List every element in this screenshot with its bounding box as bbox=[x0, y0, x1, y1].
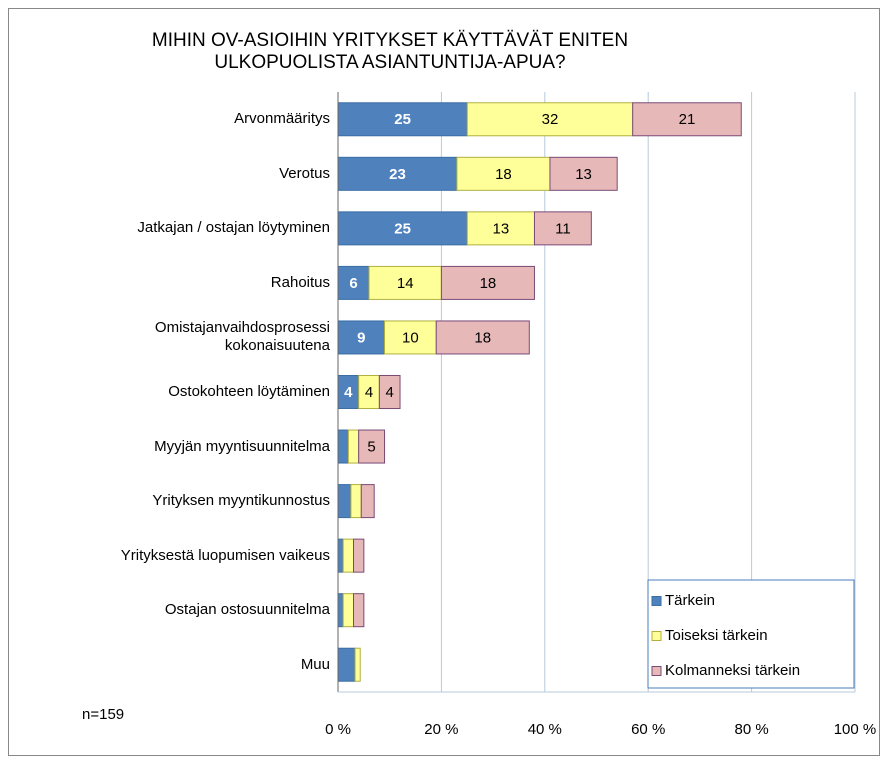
y-tick-label: Rahoitus bbox=[270, 273, 330, 291]
data-label: 14 bbox=[397, 275, 414, 292]
bar-segment bbox=[337, 593, 344, 628]
x-tick-label: 60 % bbox=[631, 721, 665, 738]
x-tick-label: 20 % bbox=[424, 721, 458, 738]
x-tick-label: 80 % bbox=[734, 721, 768, 738]
bar-segment bbox=[378, 375, 401, 409]
bar-segment bbox=[337, 320, 386, 355]
bar-segment bbox=[549, 156, 618, 191]
bar-segment bbox=[353, 593, 365, 628]
bar-segment bbox=[360, 484, 375, 519]
bar-segment bbox=[342, 538, 355, 573]
y-tick-label: Ostajan ostosuunnitelma bbox=[164, 601, 330, 619]
data-label: 13 bbox=[575, 166, 592, 183]
data-label: 5 bbox=[367, 439, 375, 456]
bar-segment bbox=[440, 265, 535, 300]
chart-frame bbox=[8, 8, 880, 756]
bar-segment bbox=[337, 538, 344, 573]
bar-segment bbox=[354, 647, 361, 682]
data-label: 21 bbox=[679, 111, 696, 128]
bar-segment bbox=[353, 538, 365, 573]
legend-label: Tärkein bbox=[665, 592, 715, 609]
bar-segment bbox=[337, 156, 458, 191]
data-label: 4 bbox=[386, 384, 394, 401]
y-tick-label: Jatkajan / ostajan löytyminen bbox=[137, 219, 330, 237]
bar-segment bbox=[337, 647, 356, 682]
y-tick-label: Arvonmääritys bbox=[234, 110, 330, 128]
data-label: 6 bbox=[349, 275, 357, 292]
data-label: 18 bbox=[480, 275, 497, 292]
y-tick-label: Yrityksen myyntikunnostus bbox=[152, 492, 330, 510]
bar-segment bbox=[632, 102, 742, 137]
y-tick-label: Yrityksestä luopumisen vaikeus bbox=[120, 546, 330, 564]
bar-segment bbox=[337, 429, 349, 464]
legend-label: Kolmanneksi tärkein bbox=[665, 662, 800, 679]
bar-segment bbox=[466, 211, 535, 246]
chart-title: MIHIN OV-ASIOIHIN YRITYKSET KÄYTTÄVÄT EN… bbox=[151, 30, 629, 73]
bar-segment bbox=[350, 484, 362, 519]
data-label: 4 bbox=[344, 384, 353, 401]
bar-segment bbox=[337, 484, 352, 519]
y-tick-label: Ostokohteen löytäminen bbox=[168, 383, 330, 400]
legend-marker bbox=[651, 631, 662, 641]
data-label: 13 bbox=[493, 220, 510, 237]
y-tick-label: Myyjän myyntisuunnitelma bbox=[154, 437, 330, 455]
x-tick-label: 0 % bbox=[325, 721, 351, 738]
bar-segment bbox=[337, 265, 370, 300]
data-label: 23 bbox=[389, 166, 406, 183]
data-label: 32 bbox=[542, 111, 559, 128]
bar-segment bbox=[456, 156, 551, 191]
x-tick-label: 100 % bbox=[834, 721, 877, 738]
legend-label: Toiseksi tärkein bbox=[665, 627, 768, 644]
bar-segment bbox=[337, 102, 468, 137]
data-label: 9 bbox=[357, 329, 365, 346]
bar-segment bbox=[342, 593, 355, 628]
y-tick-label: Muu bbox=[300, 655, 330, 673]
annotation: n=159 bbox=[82, 706, 125, 723]
bar-segment bbox=[466, 102, 634, 137]
data-label: 18 bbox=[474, 329, 491, 346]
data-label: 10 bbox=[402, 329, 419, 346]
data-label: 18 bbox=[495, 166, 512, 183]
y-tick-label: Verotus bbox=[279, 164, 330, 182]
data-label: 4 bbox=[365, 384, 373, 401]
data-label: 11 bbox=[555, 220, 571, 237]
legend-marker bbox=[651, 596, 662, 606]
bar-segment bbox=[435, 320, 530, 355]
legend-marker bbox=[651, 666, 662, 676]
legend-box bbox=[647, 579, 855, 689]
data-label: 25 bbox=[394, 220, 411, 237]
x-tick-label: 40 % bbox=[528, 721, 562, 738]
y-tick-label: Omistajanvaihdosprosessi kokonaisuutena bbox=[154, 319, 330, 355]
bar-segment bbox=[347, 429, 360, 464]
data-label: 25 bbox=[394, 111, 411, 128]
bar-segment bbox=[533, 211, 592, 246]
bar-segment bbox=[358, 429, 386, 464]
